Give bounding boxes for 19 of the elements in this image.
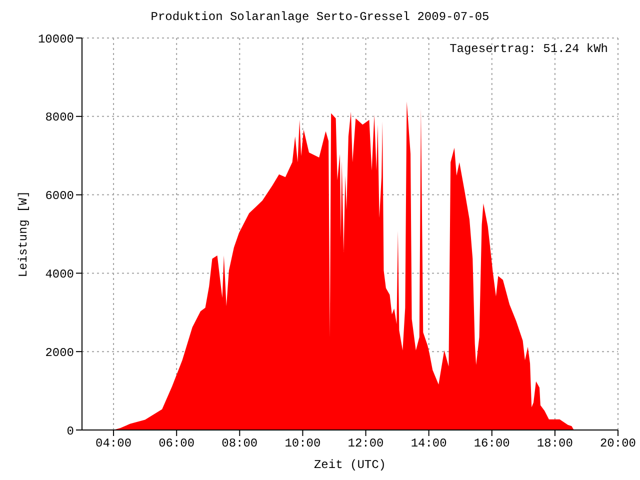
x-tick-label: 16:00 <box>474 436 510 451</box>
annotation: Tagesertrag: 51.24 kWh <box>450 42 608 56</box>
x-tick-label: 12:00 <box>348 436 384 451</box>
x-tick-label: 08:00 <box>222 436 258 451</box>
x-tick-label: 10:00 <box>284 436 321 451</box>
y-tick-label: 6000 <box>45 189 74 204</box>
y-tick-label: 4000 <box>45 267 74 282</box>
y-axis-title: Leistung [W] <box>16 190 30 278</box>
x-tick-label: 14:00 <box>410 436 447 451</box>
x-tick-label: 18:00 <box>536 436 573 451</box>
chart-title: Produktion Solaranlage Serto-Gressel 2009-07-05 <box>150 10 490 24</box>
x-axis-title: Zeit (UTC) <box>314 458 386 472</box>
x-tick-label: 06:00 <box>158 436 195 451</box>
y-tick-label: 10000 <box>38 32 74 46</box>
x-tick-label: 04:00 <box>96 436 132 451</box>
y-tick-label: 2000 <box>45 346 74 360</box>
y-tick-label: 8000 <box>45 110 74 125</box>
x-tick-label: 20:00 <box>600 436 636 451</box>
y-tick-label: 0 <box>66 424 74 438</box>
